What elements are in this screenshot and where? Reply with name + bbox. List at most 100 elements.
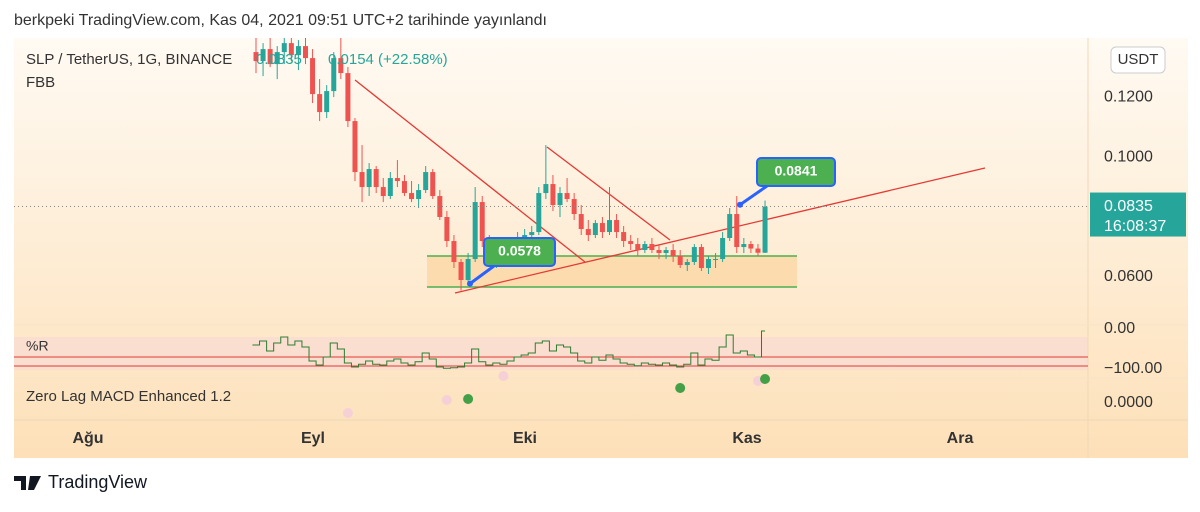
trend-lines	[354, 79, 986, 294]
candle-body	[670, 250, 676, 257]
candle-body	[628, 241, 634, 245]
candle-body	[472, 202, 478, 260]
candle-body	[705, 259, 711, 269]
candle-body	[599, 223, 605, 233]
candle-body	[585, 229, 591, 236]
callout-anchor	[737, 201, 743, 208]
candle-body	[656, 250, 662, 254]
y-tick-label: 0.00	[1104, 320, 1135, 337]
footer: TradingView	[48, 472, 148, 492]
candle-body	[281, 43, 287, 53]
candle-body	[550, 184, 556, 206]
panel-name: %R	[26, 338, 49, 354]
panel-name: Zero Lag MACD Enhanced 1.2	[26, 388, 231, 405]
indicator-name: FBB	[26, 74, 55, 91]
candle-body	[607, 220, 612, 233]
candle-body	[302, 46, 308, 59]
callout-box	[756, 157, 836, 187]
candle-body	[748, 244, 754, 249]
trend-line	[546, 146, 671, 241]
macd-dot	[441, 395, 452, 405]
candle-body	[663, 250, 669, 254]
countdown: 16:08:37	[1104, 218, 1166, 235]
candle-body	[387, 178, 393, 197]
candle-body	[310, 58, 316, 95]
last-price-label: 0.0835	[1104, 198, 1153, 215]
r-line	[252, 330, 766, 369]
candle-body	[430, 172, 436, 197]
symbol-title: SLP / TetherUS, 1G, BINANCE	[26, 51, 232, 68]
macd-dot	[675, 383, 686, 393]
y-tick-label: 0.1000	[1104, 148, 1153, 165]
candle-body	[409, 193, 415, 200]
candle-body	[698, 247, 704, 269]
candle-body	[338, 58, 344, 74]
candle-body	[564, 193, 570, 200]
candle-body	[642, 244, 648, 251]
candle-body	[741, 244, 747, 248]
candle-body	[345, 73, 351, 122]
y-tick-label: 0.0000	[1104, 394, 1153, 411]
candle-body	[331, 58, 337, 92]
candle-body	[295, 46, 301, 56]
callout-label: 0.0841	[775, 163, 818, 179]
macd-dot	[342, 408, 353, 418]
logo	[14, 476, 41, 490]
candle-body	[543, 184, 549, 194]
candle-body	[762, 206, 768, 253]
candle-body	[324, 91, 330, 113]
y-tick-label: −100.00	[1104, 360, 1162, 377]
currency-box[interactable]	[1110, 46, 1166, 74]
callout-box	[483, 237, 556, 267]
candle-body	[677, 256, 683, 266]
candle-body	[451, 241, 457, 263]
candle-body	[401, 181, 407, 194]
candle-body	[592, 223, 598, 236]
indicators	[14, 330, 1088, 418]
callout-anchor	[467, 280, 473, 287]
currency: USDT	[1118, 51, 1159, 68]
candle-body	[578, 214, 584, 230]
candle-body	[260, 49, 266, 62]
candle-body	[529, 232, 535, 236]
macd-dot	[498, 371, 509, 381]
candle-body	[394, 178, 400, 182]
candle-body	[621, 232, 627, 242]
zone	[427, 256, 797, 287]
candle-body	[352, 121, 358, 173]
candle-body	[416, 190, 422, 200]
candle-body	[317, 94, 323, 113]
x-tick-label: Eyl	[301, 430, 325, 447]
candle-body	[359, 172, 365, 188]
candle-body	[274, 52, 280, 65]
candle-body	[649, 244, 655, 251]
candle-body	[635, 244, 641, 251]
candle-body	[458, 262, 464, 281]
candle-body	[253, 52, 259, 62]
y-tick-label: 0.1200	[1104, 88, 1153, 105]
r-band	[14, 337, 1088, 370]
callout-pointer	[469, 264, 495, 285]
candle-body	[684, 262, 690, 266]
candle-body	[557, 193, 563, 206]
last-price-tag	[1090, 192, 1186, 237]
candle-body	[536, 193, 542, 233]
x-tick-label: Eki	[513, 430, 537, 447]
x-tick-label: Kas	[732, 430, 761, 447]
candle-body	[713, 259, 719, 261]
candle-body	[423, 172, 429, 191]
header: berkpeki TradingView.com, Kas 04, 2021 0…	[14, 12, 547, 29]
legend-price: 0.0835	[256, 51, 302, 68]
candles	[253, 38, 768, 291]
candle-body	[727, 214, 733, 239]
candle-body	[373, 169, 379, 188]
candle-body	[691, 247, 697, 263]
candle-body	[380, 187, 386, 197]
candle-body	[479, 202, 485, 242]
x-tick-label: Ağu	[72, 430, 103, 447]
candle-body	[522, 235, 528, 239]
callout-pointer	[739, 184, 768, 206]
candle-body	[444, 217, 450, 242]
